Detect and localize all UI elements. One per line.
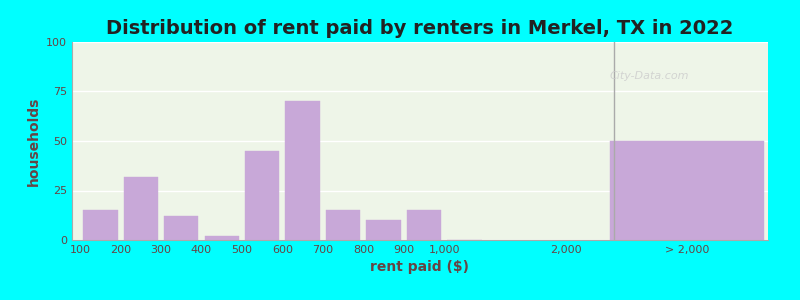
Bar xyxy=(164,216,198,240)
Bar xyxy=(286,101,320,240)
Y-axis label: households: households xyxy=(26,96,41,186)
Bar xyxy=(123,177,158,240)
Text: City-Data.com: City-Data.com xyxy=(610,71,690,81)
Bar xyxy=(366,220,401,240)
Bar xyxy=(610,141,764,240)
Title: Distribution of rent paid by renters in Merkel, TX in 2022: Distribution of rent paid by renters in … xyxy=(106,19,734,38)
Bar xyxy=(205,236,239,240)
Bar xyxy=(326,210,360,240)
X-axis label: rent paid ($): rent paid ($) xyxy=(370,260,470,274)
Bar xyxy=(407,210,442,240)
Bar xyxy=(83,210,118,240)
Bar xyxy=(245,151,279,240)
